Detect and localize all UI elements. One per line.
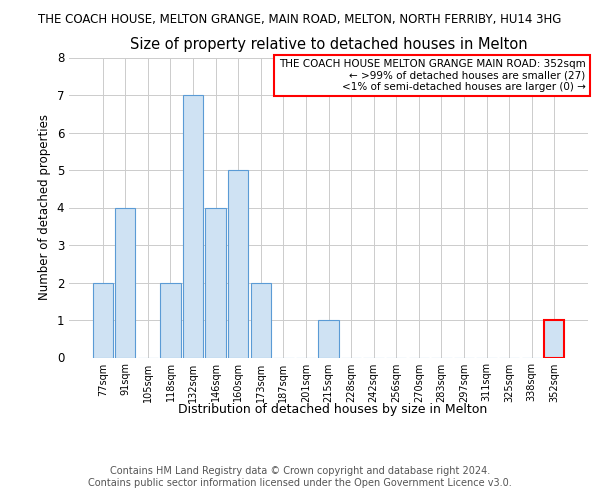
Text: Contains HM Land Registry data © Crown copyright and database right 2024.
Contai: Contains HM Land Registry data © Crown c… xyxy=(88,466,512,487)
Bar xyxy=(319,320,338,358)
Bar xyxy=(205,208,226,358)
Text: THE COACH HOUSE MELTON GRANGE MAIN ROAD: 352sqm
← >99% of detached houses are sm: THE COACH HOUSE MELTON GRANGE MAIN ROAD:… xyxy=(278,59,586,92)
Bar xyxy=(183,95,203,357)
Bar xyxy=(115,208,136,358)
Bar xyxy=(544,320,565,358)
Y-axis label: Number of detached properties: Number of detached properties xyxy=(38,114,51,300)
Bar xyxy=(228,170,248,358)
Bar xyxy=(160,282,181,358)
Title: Size of property relative to detached houses in Melton: Size of property relative to detached ho… xyxy=(130,37,527,52)
Text: Distribution of detached houses by size in Melton: Distribution of detached houses by size … xyxy=(178,402,488,415)
Bar xyxy=(251,282,271,358)
Bar xyxy=(92,282,113,358)
Text: THE COACH HOUSE, MELTON GRANGE, MAIN ROAD, MELTON, NORTH FERRIBY, HU14 3HG: THE COACH HOUSE, MELTON GRANGE, MAIN ROA… xyxy=(38,12,562,26)
